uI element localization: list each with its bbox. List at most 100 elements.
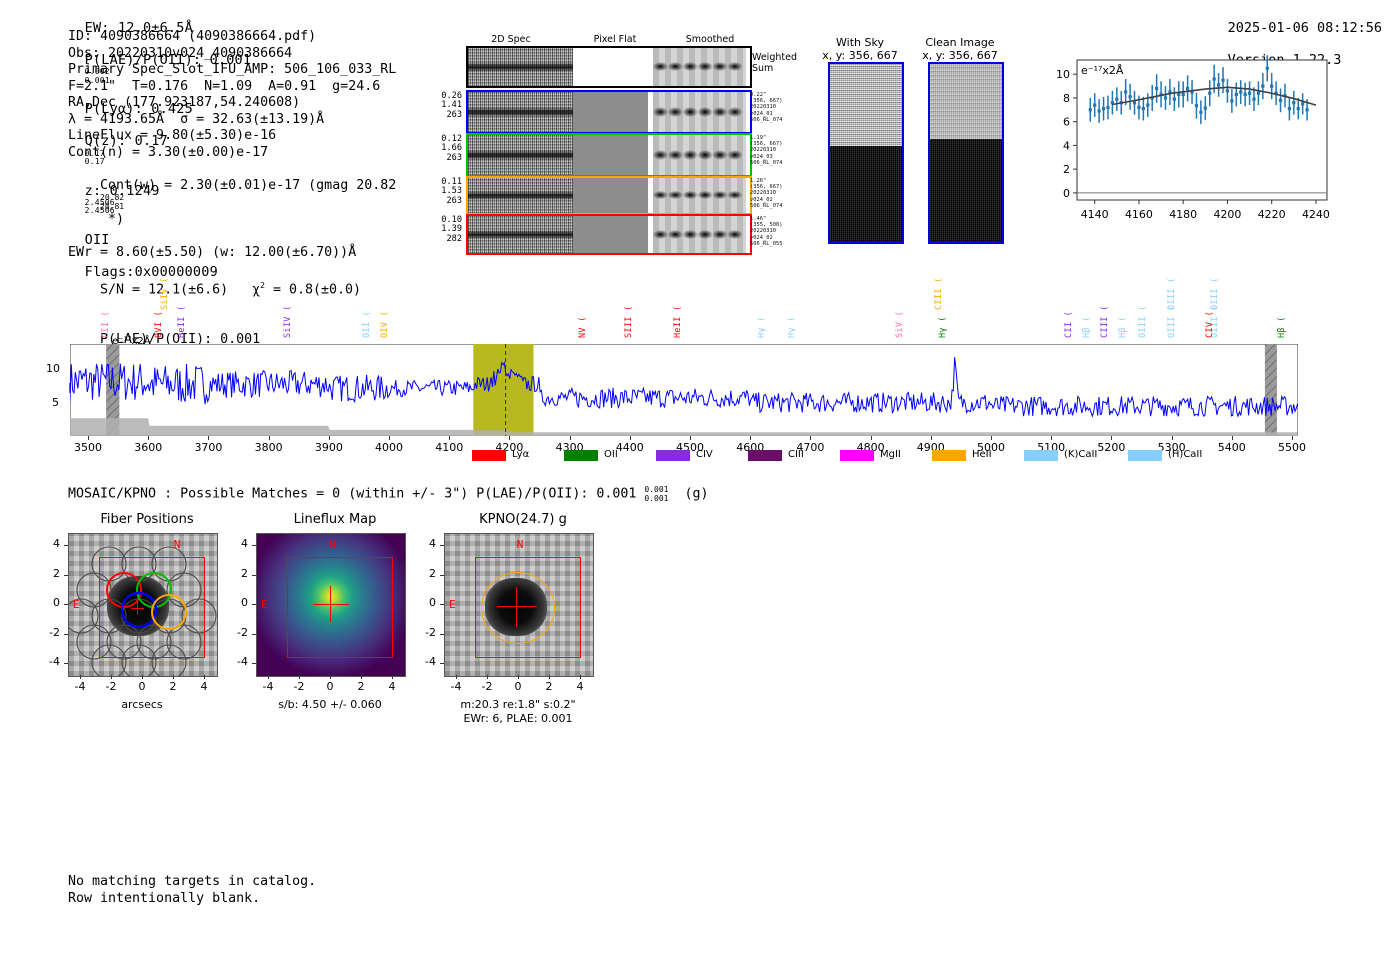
spectrum-xtick-mark: [569, 436, 571, 440]
line-fit-chart[interactable]: 0 2 4 6 8 10 4140 4160 4180 4200 4220 4240 e⁻¹⁷x2Å: [1035, 50, 1355, 245]
info-snr-pre: S/N = 12.1(±6.6) χ: [100, 282, 261, 298]
panel-1-ytick-mark: [252, 663, 256, 664]
header-flags: Flags:0x00000009: [84, 263, 218, 280]
panel-1-ytick--2: -2: [237, 625, 248, 639]
panel-2-ytick-mark: [440, 604, 444, 605]
panel-0-ytick-0: 0: [53, 596, 60, 609]
spec-row-dither-2[interactable]: [466, 176, 752, 215]
cutout-0-coords: x, y: 356, 667: [822, 49, 898, 62]
spectrum-xtick-mark: [1231, 436, 1233, 440]
svg-text:e⁻¹⁷x2Å: e⁻¹⁷x2Å: [1081, 64, 1124, 77]
emission-label-25: Hβ (: [1277, 316, 1287, 338]
spectrum-xtick-4400: 4400: [615, 441, 644, 454]
spectrum-xtick-mark: [690, 436, 692, 440]
panel-0-ytick-mark: [64, 633, 68, 635]
panel-0-xtick-2: 2: [169, 680, 177, 693]
panel-0-ytick-mark: [64, 545, 68, 546]
spectrum-xtick-4700: 4700: [796, 441, 825, 454]
panel-2-xtick-4: 4: [576, 680, 584, 693]
info-cont-w-pre: Cont(w) = 2.30(±0.01)e-17 (gmag 20.82: [100, 177, 397, 193]
panel-2-xtick--4: -4: [450, 680, 462, 693]
panel-2-xtick-mark: [549, 675, 550, 679]
mosaic-text-post: (g): [684, 486, 709, 502]
panel-1-xtick-2: 2: [357, 680, 365, 693]
panel-2-compass-e: E: [449, 598, 456, 611]
panel-2-ytick-mark: [440, 545, 444, 546]
emission-label-3: HeII (: [177, 305, 187, 338]
legend-swatch-OII: [564, 450, 598, 461]
panel-0-ytick--4: -4: [49, 655, 60, 668]
panel-fiber-positions[interactable]: N E: [68, 533, 218, 677]
panel-0-ytick-4: 4: [53, 537, 60, 550]
legend-swatch-(H)CaII: [1128, 450, 1162, 461]
spec-row-dither-1[interactable]: [466, 133, 752, 177]
panel-2-xtick-mark: [456, 675, 457, 679]
header-plae-range: 0.002 0.001: [84, 67, 110, 85]
panel-0-xtick--4: -4: [74, 680, 86, 693]
panel-1-ytick-2: 2: [241, 566, 248, 580]
emission-label-8: SIII (: [624, 305, 634, 338]
emission-label-10: CIII (: [934, 277, 944, 310]
panel-1-ytick--4: -4: [237, 655, 248, 668]
legend-label-(K)CaII: (K)CaII: [1064, 449, 1098, 460]
panel-2-compass-n: N: [516, 538, 524, 551]
weighted-sum-label: Weighted Sum: [752, 52, 797, 74]
panel-2-xtick-mark: [518, 675, 519, 679]
svg-text:2: 2: [1063, 163, 1070, 176]
spectrum-xtick-5200: 5200: [1097, 441, 1126, 454]
dither-0-meta: 0.22" (356, 667) 20220310 v024_01 506_RL_074: [750, 92, 783, 123]
cutout-with-sky[interactable]: [828, 62, 904, 244]
info-cont-w-post: *): [108, 211, 125, 227]
svg-text:4180: 4180: [1169, 208, 1197, 221]
spectrum-xtick-mark: [991, 436, 992, 440]
spectrum-xtick-5500: 5500: [1277, 441, 1306, 454]
panel-lineflux-map-title: Lineflux Map: [293, 512, 377, 527]
emission-label-21: OIII (: [1167, 305, 1177, 338]
full-spectrum-chart[interactable]: [70, 344, 1298, 436]
header-plae-label: P(LAE)/P(OII): 0.001: [84, 52, 252, 68]
panel-kpno-image[interactable]: N E: [444, 533, 594, 677]
panel-2-xtick-0: 0: [514, 680, 522, 693]
spectrum-xtick-mark: [88, 436, 90, 440]
svg-text:6: 6: [1063, 116, 1070, 129]
legend-swatch-Lyα: [472, 450, 506, 461]
mosaic-match-line: MOSAIC/KPNO : Possible Matches = 0 (with…: [68, 485, 709, 503]
header-plya: P(Lyα): 0.425: [84, 101, 193, 118]
panel-0-xtick-mark: [111, 675, 112, 679]
header-z-range: 2.4506 2.4506: [84, 197, 115, 216]
emission-label-2: SiIV (: [160, 277, 170, 310]
spectrum-xtick-mark: [1051, 436, 1053, 440]
panel-lineflux-map[interactable]: N E: [256, 533, 406, 677]
legend-label-MgII: MgII: [880, 449, 901, 460]
info-snr-post: = 0.8(±0.0): [264, 282, 362, 298]
spec-row-dither-3[interactable]: [466, 214, 752, 255]
spec-row-dither-0[interactable]: [466, 90, 752, 134]
panel-1-ytick-4: 4: [241, 537, 248, 550]
dither-3-stats: 0.10 1.39 282: [441, 215, 462, 244]
dither-0-stats: 0.26 1.41 263: [441, 91, 462, 120]
col-header-2dspec: 2D Spec: [491, 34, 531, 45]
panel-2-xtick--2: -2: [481, 680, 493, 693]
panel-0-ytick--2: -2: [49, 625, 60, 639]
footer-line-1: No matching targets in catalog.: [68, 874, 317, 889]
info-radec: RA,Dec (177.923187,54.240608): [68, 95, 301, 111]
spectrum-xtick-mark: [1111, 436, 1113, 440]
svg-text:4240: 4240: [1302, 208, 1330, 221]
spectrum-xtick-mark: [148, 436, 150, 440]
emission-label-11: Hγ (: [938, 316, 948, 338]
panel-1-compass-e: E: [261, 598, 268, 611]
header-qz-range: 0.17 0.17: [84, 148, 105, 167]
cutout-clean-image[interactable]: [928, 62, 1004, 244]
info-chi2-exp: 2: [260, 280, 265, 290]
header-z-species: OII: [84, 231, 110, 248]
panel-1-xtick--4: -4: [262, 680, 274, 693]
spectrum-xtick-5400: 5400: [1217, 441, 1246, 454]
spectrum-xtick-mark: [208, 436, 210, 440]
spectrum-ytick-10: 10: [46, 362, 60, 375]
cutout-1-header: Clean Image x, y: 356, 667: [900, 36, 1020, 62]
spectrum-xtick-mark: [1291, 436, 1293, 440]
legend-swatch-CIV: [656, 450, 690, 461]
dither-2-meta: 1.26" (356, 667) 20220310 v024_02 506_RL_074: [750, 178, 783, 209]
panel-0-ytick-mark: [64, 663, 68, 664]
legend-label-CIV: CIV: [696, 449, 713, 460]
